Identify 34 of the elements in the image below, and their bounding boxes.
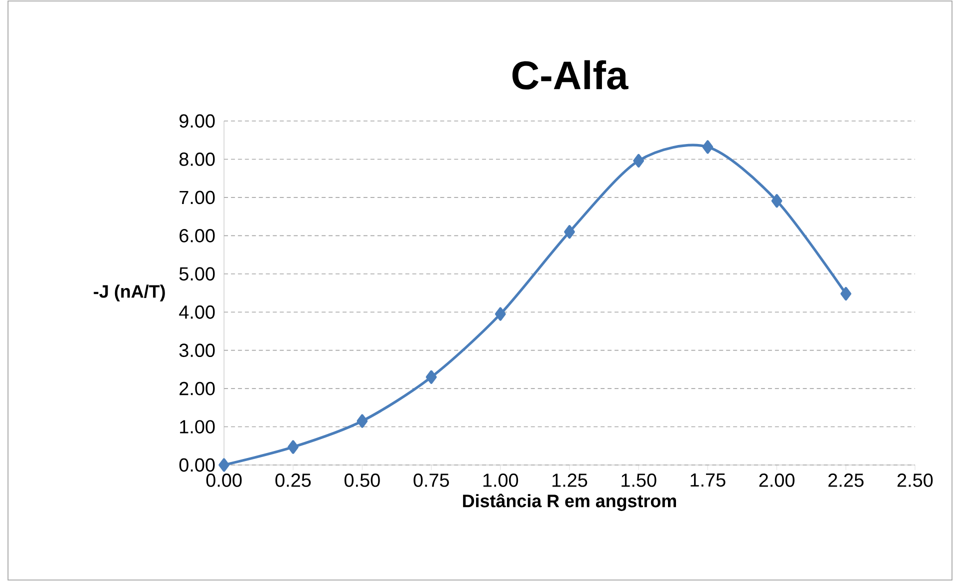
point [702, 140, 714, 154]
point [564, 225, 575, 239]
x-tick-label: 1.25 [552, 474, 588, 487]
chart-title: C-Alfa [512, 60, 628, 90]
y-tick-label: 9.00 [180, 114, 215, 128]
point [771, 194, 782, 208]
y-axis-title: -J (nA/T) [94, 284, 165, 302]
x-tick-label: 0.50 [344, 474, 380, 487]
x-tick-label: 0.75 [414, 474, 449, 487]
point [356, 414, 368, 428]
point [840, 286, 852, 301]
x-tick-label: 1.50 [622, 474, 656, 487]
x-tick-label: 0.00 [206, 474, 242, 487]
x-tick-label: 1.00 [483, 474, 518, 487]
y-tick-label: 8.00 [179, 152, 215, 166]
point [633, 154, 644, 168]
x-tick-label: 2.00 [759, 474, 794, 487]
y-tick-label: 1.00 [180, 420, 215, 434]
x-tick-label: 2.50 [898, 474, 933, 487]
point [494, 307, 506, 321]
y-tick-label: 5.00 [179, 267, 215, 281]
point [218, 458, 230, 472]
y-tick-label: 0.00 [179, 458, 215, 472]
y-tick-label: 6.00 [180, 228, 215, 242]
point [426, 370, 437, 384]
point [288, 440, 299, 454]
y-tick-label: 3.00 [179, 344, 215, 358]
x-tick-label: 2.25 [828, 474, 864, 487]
y-tick-label: 4.00 [179, 305, 215, 319]
x-tick-label: 1.75 [690, 474, 726, 487]
y-tick-label: 2.00 [180, 382, 215, 396]
x-axis-title: Distância R em angstrom [463, 494, 676, 511]
y-tick-label: 7.00 [180, 190, 215, 204]
x-tick-label: 0.25 [275, 474, 311, 487]
